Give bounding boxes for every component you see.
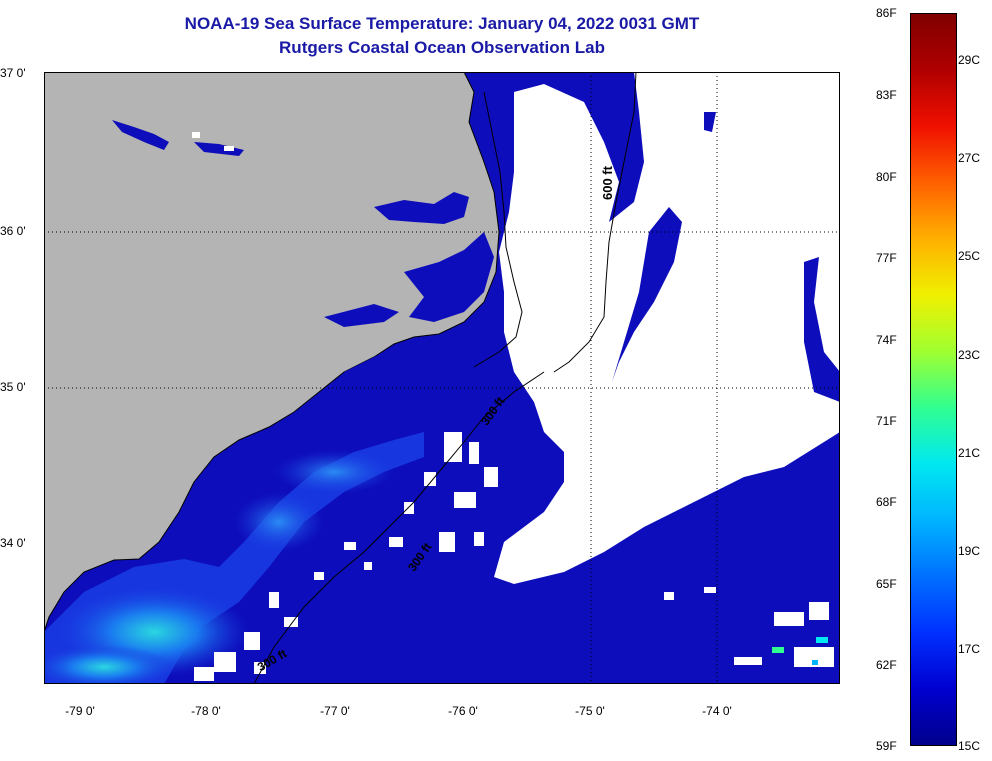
colorbar-c-17: 17C	[958, 642, 981, 656]
pamlico-sound	[404, 232, 494, 322]
lake-1	[112, 120, 169, 150]
colorbar-f-74: 74F	[876, 333, 897, 347]
lake-2	[194, 142, 244, 156]
lat-label-37: 37 0'	[0, 66, 26, 80]
colorbar-f-83: 83F	[876, 88, 897, 102]
lake-cloud-1	[192, 132, 200, 138]
colorbar-c-27: 27C	[958, 151, 981, 165]
lat-label-36: 36 0'	[0, 224, 26, 238]
cloud-gap-2	[804, 257, 840, 402]
isobath-600ft	[553, 72, 637, 373]
isobath-label-600: 600 ft	[600, 166, 615, 200]
colorbar-c-19: 19C	[958, 544, 981, 558]
colorbar-f-59: 59F	[876, 739, 897, 753]
colorbar-f-65: 65F	[876, 577, 897, 591]
colorbar-c-25: 25C	[958, 249, 981, 263]
lon-label-74: -74 0'	[702, 704, 732, 718]
albemarle-sound	[374, 192, 469, 224]
cloud-specks	[194, 427, 834, 681]
outer-banks	[473, 91, 523, 368]
colorbar-c-29: 29C	[958, 53, 981, 67]
colorbar-f-77: 77F	[876, 251, 897, 265]
colorbar-f-80: 80F	[876, 170, 897, 184]
warm-speck-3	[812, 660, 818, 665]
cloud-gap-1	[612, 207, 682, 382]
warm-patch-4	[234, 492, 324, 552]
lon-label-75: -75 0'	[575, 704, 605, 718]
lake-cloud-2	[224, 146, 234, 151]
colorbar-c-15: 15C	[958, 739, 981, 753]
colorbar-f-68: 68F	[876, 495, 897, 509]
grid	[44, 72, 840, 684]
warm-patch-3	[274, 450, 394, 494]
sst-map	[44, 72, 840, 684]
lon-label-78: -78 0'	[191, 704, 221, 718]
temperature-colorbar	[910, 13, 957, 746]
map-title: NOAA-19 Sea Surface Temperature: January…	[184, 14, 700, 33]
lon-label-76: -76 0'	[448, 704, 478, 718]
map-subtitle: Rutgers Coastal Ocean Observation Lab	[279, 38, 605, 57]
colorbar-f-86: 86F	[876, 6, 897, 20]
warm-speck-2	[816, 637, 828, 643]
colorbar-c-23: 23C	[958, 348, 981, 362]
lon-label-79: -79 0'	[65, 704, 95, 718]
cloud-gap-3	[704, 112, 716, 132]
river-2	[344, 347, 394, 377]
lon-label-77: -77 0'	[320, 704, 350, 718]
warm-speck-1	[772, 647, 784, 653]
river-1	[324, 304, 399, 327]
isobath-300ft	[253, 371, 545, 684]
lat-label-34: 34 0'	[0, 536, 26, 550]
colorbar-c-21: 21C	[958, 446, 981, 460]
lat-label-35: 35 0'	[0, 380, 26, 394]
warm-patch-2	[44, 645, 174, 684]
colorbar-f-62: 62F	[876, 658, 897, 672]
colorbar-f-71: 71F	[876, 414, 897, 428]
